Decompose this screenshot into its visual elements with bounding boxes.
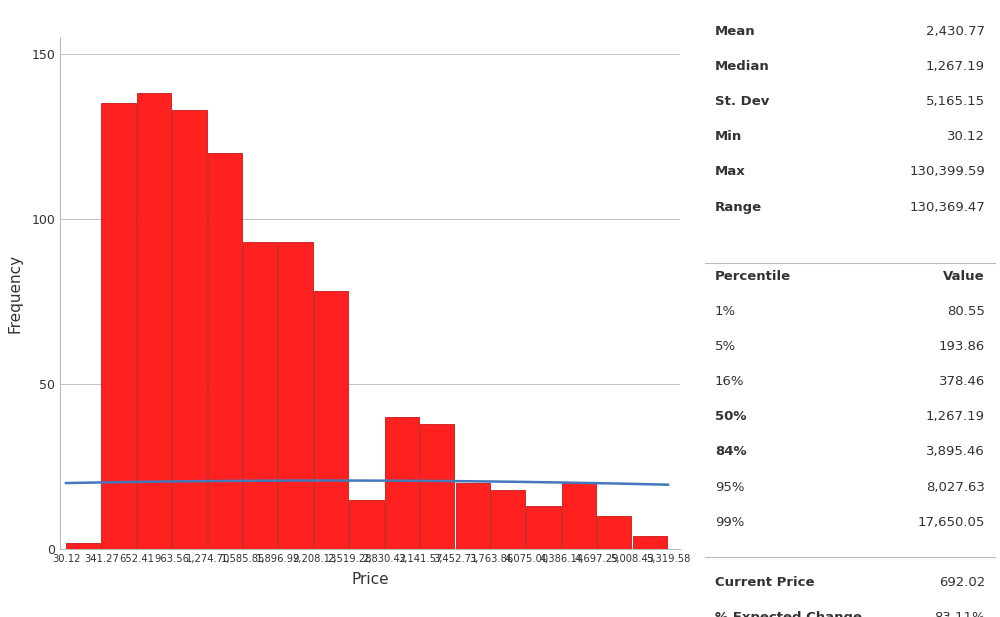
Text: % Expected Change: % Expected Change xyxy=(715,611,862,617)
Bar xyxy=(349,500,384,549)
Bar xyxy=(597,516,631,549)
Text: 378.46: 378.46 xyxy=(939,375,985,388)
Text: 17,650.05: 17,650.05 xyxy=(918,516,985,529)
X-axis label: Price: Price xyxy=(351,573,389,587)
Bar xyxy=(456,483,490,549)
Text: Min: Min xyxy=(715,130,742,143)
Text: 2,430.77: 2,430.77 xyxy=(926,25,985,38)
Y-axis label: Frequency: Frequency xyxy=(8,254,23,333)
Bar xyxy=(278,242,313,549)
Bar xyxy=(385,417,419,549)
Text: 5%: 5% xyxy=(715,340,736,353)
Bar xyxy=(491,490,525,549)
Text: Mean: Mean xyxy=(715,25,756,38)
Text: 5,165.15: 5,165.15 xyxy=(926,95,985,108)
Text: 692.02: 692.02 xyxy=(939,576,985,589)
Bar xyxy=(137,93,171,549)
Text: 16%: 16% xyxy=(715,375,744,388)
Text: 80.55: 80.55 xyxy=(947,305,985,318)
Bar xyxy=(420,424,454,549)
Text: 83.11%: 83.11% xyxy=(934,611,985,617)
Bar xyxy=(208,152,242,549)
Text: 99%: 99% xyxy=(715,516,744,529)
Text: 30.12: 30.12 xyxy=(947,130,985,143)
Text: Median: Median xyxy=(715,60,770,73)
Text: 1,267.19: 1,267.19 xyxy=(926,60,985,73)
Text: Range: Range xyxy=(715,201,762,213)
Text: 1%: 1% xyxy=(715,305,736,318)
Bar xyxy=(314,291,348,549)
Text: 84%: 84% xyxy=(715,445,747,458)
Text: 130,369.47: 130,369.47 xyxy=(909,201,985,213)
Text: 130,399.59: 130,399.59 xyxy=(909,165,985,178)
Bar xyxy=(633,536,667,549)
Text: 95%: 95% xyxy=(715,481,744,494)
Text: Percentile: Percentile xyxy=(715,270,791,283)
Bar xyxy=(562,483,596,549)
Bar xyxy=(243,242,277,549)
Text: 193.86: 193.86 xyxy=(939,340,985,353)
Text: Value: Value xyxy=(943,270,985,283)
Text: Current Price: Current Price xyxy=(715,576,814,589)
Text: 50%: 50% xyxy=(715,410,746,423)
Text: St. Dev: St. Dev xyxy=(715,95,769,108)
Text: 1,267.19: 1,267.19 xyxy=(926,410,985,423)
Bar xyxy=(101,103,136,549)
Text: 8,027.63: 8,027.63 xyxy=(926,481,985,494)
Bar xyxy=(66,542,100,549)
Text: 3,895.46: 3,895.46 xyxy=(926,445,985,458)
Text: Max: Max xyxy=(715,165,746,178)
Bar xyxy=(172,110,207,549)
Bar xyxy=(526,506,561,549)
